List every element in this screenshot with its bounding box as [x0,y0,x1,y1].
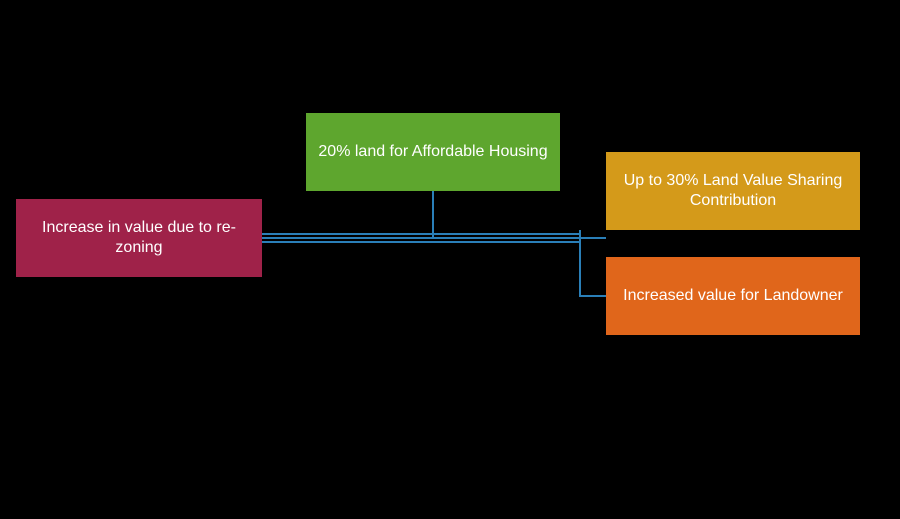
node-land-value-sharing: Up to 30% Land Value Sharing Contributio… [606,152,860,230]
node-landowner-value: Increased value for Landowner [606,257,860,335]
node-rezoning: Increase in value due to re-zoning [16,199,262,277]
node-affordable-label: 20% land for Affordable Housing [318,142,547,162]
diagram-canvas: Increase in value due to re-zoning 20% l… [0,0,900,519]
node-affordable-housing: 20% land for Affordable Housing [306,113,560,191]
node-landowner-label: Increased value for Landowner [623,286,843,306]
connector [580,230,606,238]
node-lvs-label: Up to 30% Land Value Sharing Contributio… [616,171,850,211]
connector [580,238,606,296]
node-rezoning-label: Increase in value due to re-zoning [26,218,252,258]
